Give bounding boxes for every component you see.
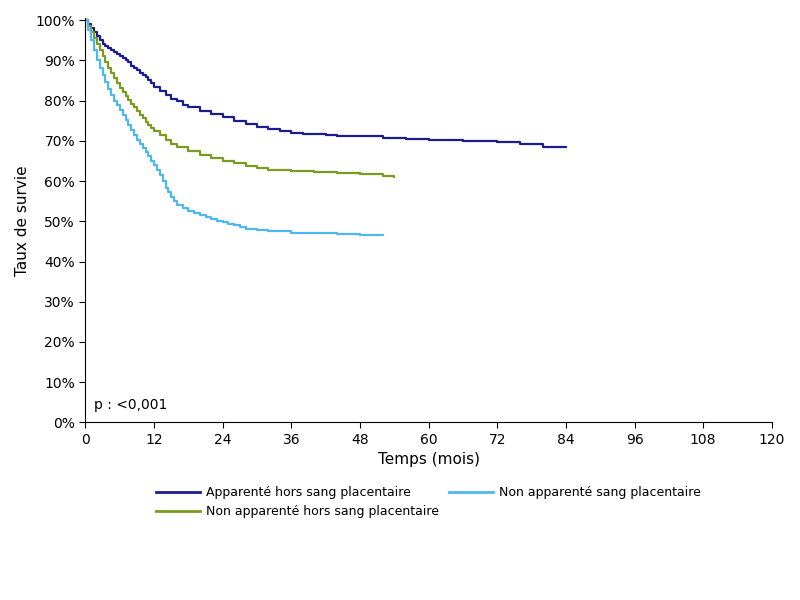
X-axis label: Temps (mois): Temps (mois) <box>378 452 480 467</box>
Text: p : <0,001: p : <0,001 <box>94 398 167 412</box>
Legend: Apparenté hors sang placentaire, Non apparenté hors sang placentaire, Non appare: Apparenté hors sang placentaire, Non app… <box>151 481 706 523</box>
Y-axis label: Taux de survie: Taux de survie <box>15 165 30 275</box>
